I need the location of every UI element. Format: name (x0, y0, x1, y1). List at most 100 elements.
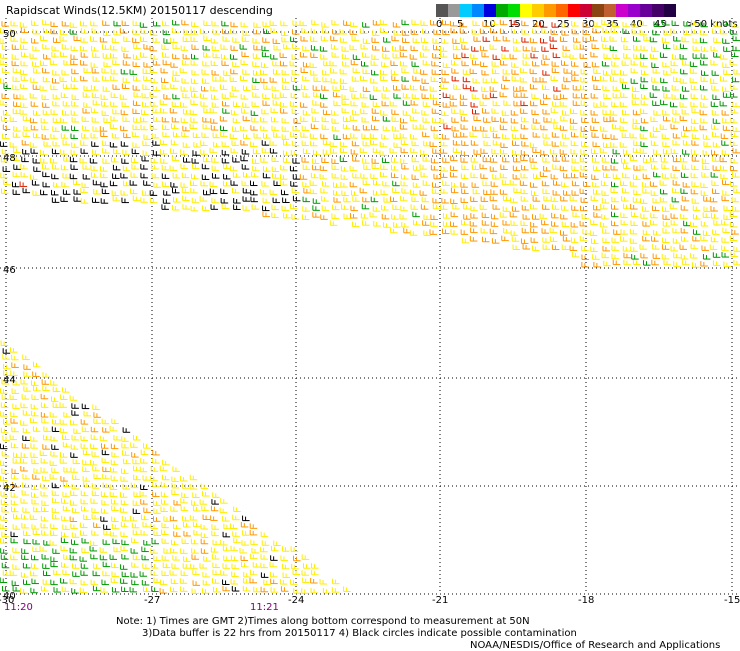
wind-barb (729, 235, 738, 242)
wind-barb (162, 131, 170, 138)
wind-barb (281, 69, 290, 76)
wind-barb (411, 156, 420, 163)
wind-barb (530, 182, 538, 188)
wind-barb (301, 570, 310, 576)
wind-barb (150, 563, 159, 569)
wind-barb (190, 538, 199, 545)
wind-barb (79, 587, 88, 593)
wind-barb (53, 569, 61, 576)
wind-barb (661, 206, 670, 212)
wind-barb (233, 537, 241, 544)
wind-barb (382, 53, 390, 59)
wind-barb (31, 458, 39, 465)
wind-barb (441, 110, 449, 116)
wind-barb (170, 62, 178, 68)
wind-barb (279, 101, 288, 108)
wind-barb (450, 198, 458, 204)
wind-barb (619, 125, 628, 132)
wind-barb (141, 546, 149, 553)
wind-barb (341, 107, 350, 114)
wind-barb (513, 100, 521, 107)
wind-barb (512, 140, 520, 146)
wind-barb (141, 109, 149, 115)
wind-barb (40, 515, 49, 522)
wind-barb (479, 163, 488, 170)
wind-barb (180, 102, 188, 108)
wind-barb (531, 46, 540, 52)
wind-barb (333, 134, 341, 140)
wind-barb (112, 84, 120, 90)
wind-barb (133, 491, 141, 498)
wind-barb (212, 52, 221, 59)
wind-barb (321, 157, 329, 164)
wind-barb (79, 530, 88, 536)
wind-barb (153, 530, 161, 537)
wind-barb (0, 538, 8, 544)
wind-barb (680, 93, 688, 100)
wind-barb (22, 435, 30, 441)
wind-barb (12, 458, 21, 464)
wind-barb (220, 539, 228, 546)
wind-barb (393, 222, 401, 228)
wind-barb (180, 505, 189, 512)
wind-barb (129, 515, 138, 522)
wind-barb (220, 53, 229, 60)
wind-barb (361, 203, 370, 210)
wind-barb (592, 181, 600, 188)
wind-barb (73, 189, 81, 195)
wind-barb (130, 188, 138, 195)
wind-barb (601, 157, 610, 163)
wind-barb (553, 86, 561, 92)
wind-barb (171, 116, 180, 123)
wind-barb (502, 206, 511, 212)
wind-barb (410, 147, 418, 154)
wind-barb (62, 172, 70, 179)
wind-barb (440, 204, 448, 210)
wind-barb (343, 586, 351, 592)
wind-barb (211, 197, 219, 204)
wind-barb (222, 545, 231, 552)
wind-barb (560, 115, 568, 122)
wind-barb (41, 379, 50, 385)
wind-barb (601, 60, 610, 67)
wind-barb (532, 118, 541, 124)
wind-barb (402, 110, 411, 116)
wind-barb (649, 132, 658, 138)
wind-barb (723, 205, 731, 211)
wind-barb (69, 395, 78, 401)
wind-barb (61, 515, 69, 522)
wind-barb (622, 163, 631, 170)
wind-barb (150, 157, 159, 164)
wind-barb (20, 498, 28, 504)
wind-barb (280, 555, 288, 561)
wind-barb (350, 100, 358, 107)
wind-barb (22, 507, 30, 513)
wind-barb (110, 68, 119, 75)
wind-barb (379, 19, 388, 26)
wind-barb (420, 85, 428, 91)
wind-barb (21, 139, 30, 146)
wind-barb (42, 181, 51, 188)
wind-barb (1, 586, 10, 592)
wind-barb (212, 539, 221, 546)
wind-barb (499, 212, 508, 218)
wind-barb (513, 92, 521, 98)
wind-barb (192, 492, 200, 498)
wind-barb (51, 78, 60, 84)
wind-barb (470, 172, 478, 179)
wind-barb (643, 260, 651, 266)
wind-barb (30, 452, 38, 458)
wind-barb (10, 411, 18, 418)
wind-barb (389, 100, 398, 107)
wind-barb (172, 19, 180, 26)
wind-barb (359, 28, 368, 34)
wind-barb (271, 85, 280, 92)
wind-barb (349, 181, 358, 188)
legend-label: 45 (654, 19, 667, 30)
wind-barb (571, 205, 579, 211)
wind-barb (52, 402, 61, 408)
wind-barb (129, 180, 138, 186)
wind-barb (679, 115, 688, 122)
wind-barb (452, 203, 460, 210)
